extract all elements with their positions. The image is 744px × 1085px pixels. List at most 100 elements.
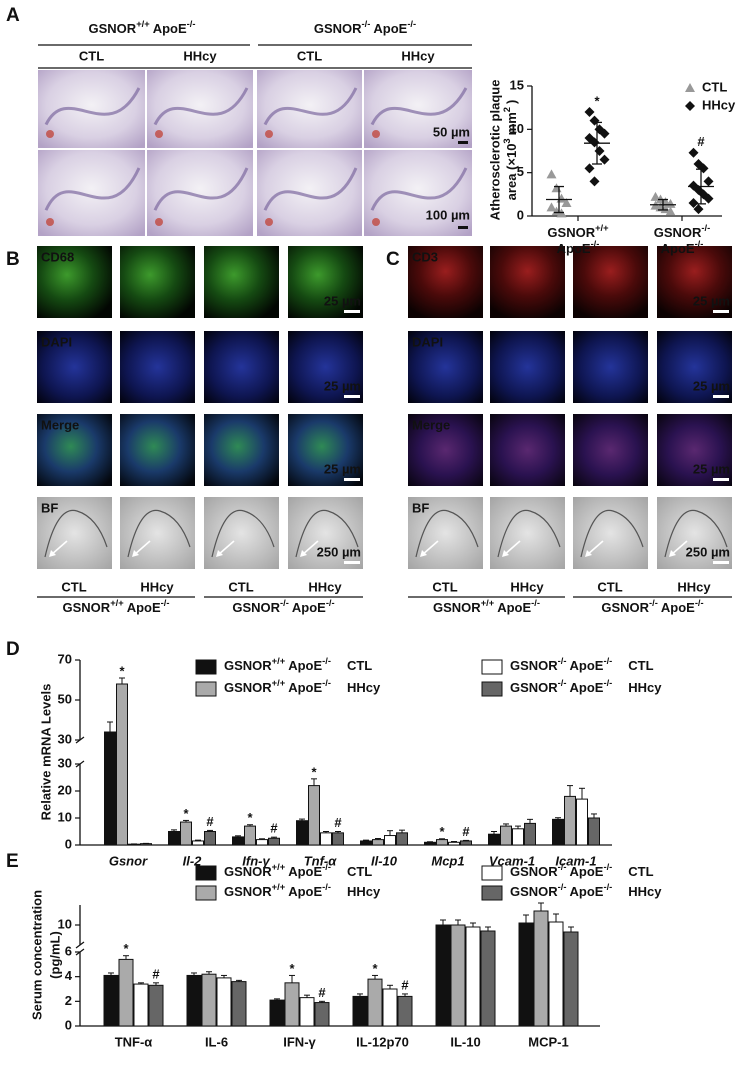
plaque-stain <box>46 218 54 226</box>
bar <box>216 977 232 1027</box>
bar <box>564 795 576 846</box>
text-part: ApoE <box>557 241 591 256</box>
plaque-stain <box>265 218 273 226</box>
y-tick-label: 30 <box>58 731 72 746</box>
condition-label: CTL <box>228 579 253 594</box>
y-tick-label: 70 <box>58 651 72 666</box>
legend-swatch <box>481 865 503 881</box>
vessel-outline <box>211 509 275 558</box>
text-part: GSNOR <box>510 864 558 879</box>
text-part: GSNOR <box>224 680 272 695</box>
text-part: GSNOR <box>601 600 649 615</box>
genotype-label: GSNOR+/+ ApoE-/- <box>433 598 540 615</box>
superscript: -/- <box>558 656 567 666</box>
condition-label: CTL <box>79 48 104 63</box>
condition-label: HHcy <box>308 579 342 594</box>
micrograph <box>257 150 362 236</box>
bar <box>269 999 285 1027</box>
bar <box>104 731 116 846</box>
data-point <box>703 193 714 204</box>
superscript: -/- <box>603 656 612 666</box>
x-tick-label: Il-2 <box>183 853 203 868</box>
data-point <box>599 154 610 165</box>
text-part: GSNOR <box>654 225 702 240</box>
text-part: GSNOR <box>510 680 558 695</box>
annotation: # <box>152 966 160 981</box>
superscript: +/+ <box>272 678 286 688</box>
y-axis-label: area (×103 mm2) <box>502 100 519 201</box>
x-tick-label: IFN-γ <box>283 1034 316 1049</box>
scale-bar <box>344 478 360 481</box>
scale-bar-label: 250 µm <box>317 544 361 559</box>
bar <box>332 832 344 846</box>
micrograph <box>147 70 253 148</box>
annotation: * <box>439 824 445 839</box>
bar <box>480 930 496 1027</box>
micrograph <box>120 497 195 569</box>
channel-label: Merge <box>412 417 450 432</box>
text-part: GSNOR <box>224 658 272 673</box>
superscript: -/- <box>322 882 331 892</box>
micrograph <box>657 414 732 486</box>
micrograph <box>657 331 732 403</box>
text-part: GSNOR <box>63 600 111 615</box>
scale-bar <box>713 310 729 313</box>
annotation: # <box>334 815 342 830</box>
channel-label: Merge <box>41 417 79 432</box>
micrograph <box>288 246 363 318</box>
text-part: CTL <box>628 864 653 879</box>
y-tick-label: 2 <box>65 993 72 1008</box>
condition-label: CTL <box>297 48 322 63</box>
micrograph <box>204 331 279 403</box>
scale-bar-label: 100 µm <box>426 207 470 222</box>
arrow-head <box>669 550 676 557</box>
tissue <box>44 167 141 211</box>
y-axis-label: Atherosclerotic plaque <box>487 80 502 221</box>
y-tick-label: 5 <box>517 164 524 179</box>
x-tick-label: Vcam-1 <box>489 853 535 868</box>
bar <box>518 922 534 1027</box>
plaque-stain <box>155 218 163 226</box>
superscript: -/- <box>695 239 704 249</box>
micrograph <box>38 70 145 148</box>
annotation: * <box>289 961 295 976</box>
data-point <box>665 198 676 208</box>
tissue <box>263 87 358 126</box>
annotation: # <box>270 821 278 836</box>
data-point <box>594 146 605 156</box>
bar <box>284 982 300 1027</box>
text-part: GSNOR <box>510 658 558 673</box>
superscript: -/- <box>322 678 331 688</box>
legend-swatch <box>481 885 503 901</box>
x-tick-label: GSNOR-/- <box>654 223 711 240</box>
text-part: CTL <box>347 864 372 879</box>
legend-label: GSNOR-/- ApoE-/- CTL <box>510 656 654 673</box>
bar <box>533 910 549 1027</box>
micrograph <box>37 414 112 486</box>
superscript: +/+ <box>272 862 286 872</box>
y-tick-label: 15 <box>510 77 524 92</box>
bar <box>320 832 332 846</box>
tissue <box>153 167 249 211</box>
data-point <box>650 191 661 201</box>
scale-bar <box>713 395 729 398</box>
superscript: -/- <box>322 862 331 872</box>
axis-break <box>75 941 85 949</box>
tissue <box>370 87 468 126</box>
arrow-head <box>216 550 223 557</box>
bar <box>296 820 308 846</box>
text-part: CTL <box>628 658 653 673</box>
panel-label: B <box>6 249 20 270</box>
annotation: # <box>697 134 705 149</box>
genotype-label: GSNOR-/- ApoE-/- <box>601 598 703 615</box>
bar <box>382 988 398 1027</box>
micrograph <box>37 497 112 569</box>
genotype-label: GSNOR-/- ApoE-/- <box>314 19 416 36</box>
superscript: +/+ <box>272 882 286 892</box>
legend-label: GSNOR+/+ ApoE-/- HHcy <box>224 678 381 695</box>
y-axis-label: Relative mRNA Levels <box>38 684 53 821</box>
data-point <box>685 101 695 111</box>
micrograph <box>573 331 648 403</box>
data-point <box>693 204 704 215</box>
